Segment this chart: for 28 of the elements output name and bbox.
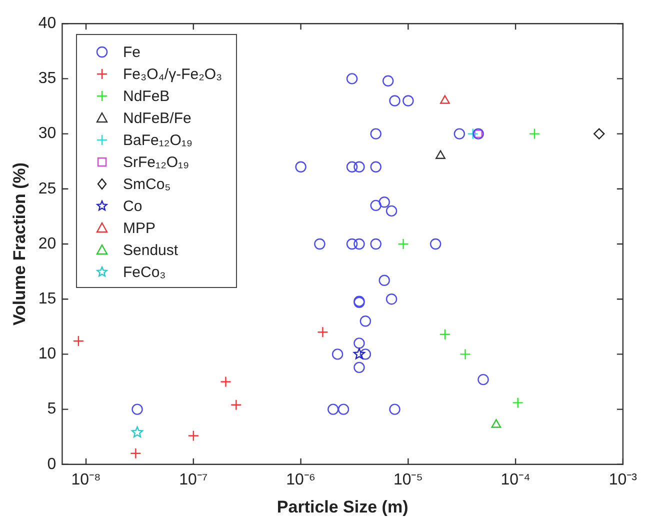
legend-label: Fe₃O₄/γ-Fe₂O₃ — [123, 66, 222, 82]
y-axis-title: Volume Fraction (%) — [10, 162, 29, 326]
y-tick-label: 30 — [38, 125, 56, 142]
y-tick-label: 40 — [38, 15, 56, 32]
x-tick-label: 10⁻⁵ — [393, 471, 423, 488]
legend-label: NdFeB — [123, 88, 170, 104]
legend-label: MPP — [123, 220, 156, 236]
x-tick-label: 10⁻⁶ — [286, 471, 316, 488]
legend-label: SmCo₅ — [123, 176, 171, 192]
x-tick-label: 10⁻⁸ — [71, 471, 101, 488]
legend-label: Fe — [123, 44, 141, 60]
legend-label: BaFe₁₂O₁₉ — [123, 132, 192, 148]
x-tick-label: 10⁻³ — [608, 471, 638, 488]
y-tick-label: 25 — [38, 180, 56, 198]
y-tick-label: 20 — [38, 235, 56, 252]
legend-label: SrFe₁₂O₁₉ — [123, 154, 190, 170]
x-tick-label: 10⁻⁷ — [179, 471, 208, 488]
legend-label: Sendust — [123, 242, 178, 258]
y-tick-label: 10 — [38, 346, 56, 363]
x-tick-label: 10⁻⁴ — [500, 471, 531, 488]
legend-label: Co — [123, 198, 142, 214]
legend-label: FeCo₃ — [123, 264, 166, 280]
y-tick-label: 35 — [38, 70, 56, 88]
x-axis-title: Particle Size (m) — [276, 497, 408, 516]
y-tick-label: 0 — [47, 456, 56, 473]
y-tick-label: 5 — [47, 400, 56, 418]
y-tick-label: 15 — [38, 290, 56, 308]
legend-label: NdFeB/Fe — [123, 110, 192, 126]
